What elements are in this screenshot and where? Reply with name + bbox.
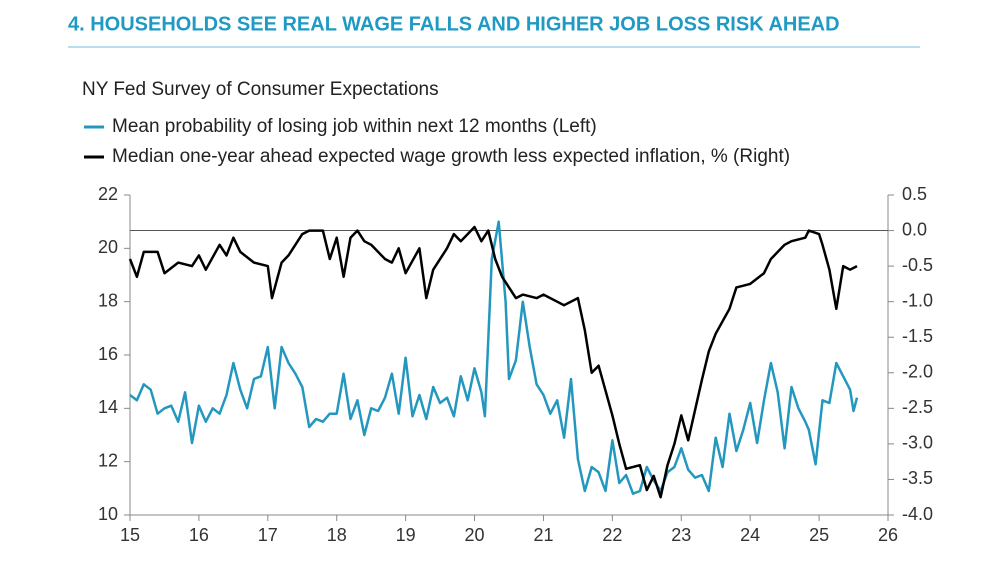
y2-tick-label: 0.5	[902, 184, 927, 204]
x-tick-label: 25	[809, 525, 829, 545]
chart-title: 4. HOUSEHOLDS SEE REAL WAGE FALLS AND HI…	[68, 13, 840, 35]
y2-tick-label: -1.5	[902, 326, 933, 346]
y2-tick-label: -0.5	[902, 255, 933, 275]
y2-tick-label: -2.0	[902, 362, 933, 382]
x-tick-label: 15	[120, 525, 140, 545]
x-tick-label: 24	[740, 525, 760, 545]
legend-label: Median one-year ahead expected wage grow…	[112, 146, 790, 167]
x-tick-label: 26	[878, 525, 898, 545]
y-tick-label: 16	[98, 344, 118, 364]
y2-tick-label: -2.5	[902, 397, 933, 417]
legend-label: Mean probability of losing job within ne…	[112, 116, 597, 137]
x-tick-label: 20	[465, 525, 485, 545]
y2-tick-label: 0.0	[902, 219, 927, 239]
x-tick-label: 19	[396, 525, 416, 545]
y2-tick-label: -4.0	[902, 504, 933, 524]
x-tick-label: 18	[327, 525, 347, 545]
data-line	[128, 225, 858, 499]
x-tick-label: 17	[258, 525, 278, 545]
y-tick-label: 14	[98, 397, 118, 417]
x-tick-label: 23	[671, 525, 691, 545]
y2-tick-label: -3.0	[902, 433, 933, 453]
y2-tick-label: -1.0	[902, 290, 933, 310]
y-tick-label: 10	[98, 504, 118, 524]
chart-subtitle: NY Fed Survey of Consumer Expectations	[82, 79, 439, 100]
y2-tick-label: -3.5	[902, 468, 933, 488]
y-tick-label: 22	[98, 184, 118, 204]
data-line	[129, 220, 859, 495]
y-tick-label: 12	[98, 450, 118, 470]
x-tick-label: 21	[533, 525, 553, 545]
x-tick-label: 22	[602, 525, 622, 545]
x-tick-label: 16	[189, 525, 209, 545]
y-tick-label: 20	[98, 237, 118, 257]
y-tick-label: 18	[98, 290, 118, 310]
